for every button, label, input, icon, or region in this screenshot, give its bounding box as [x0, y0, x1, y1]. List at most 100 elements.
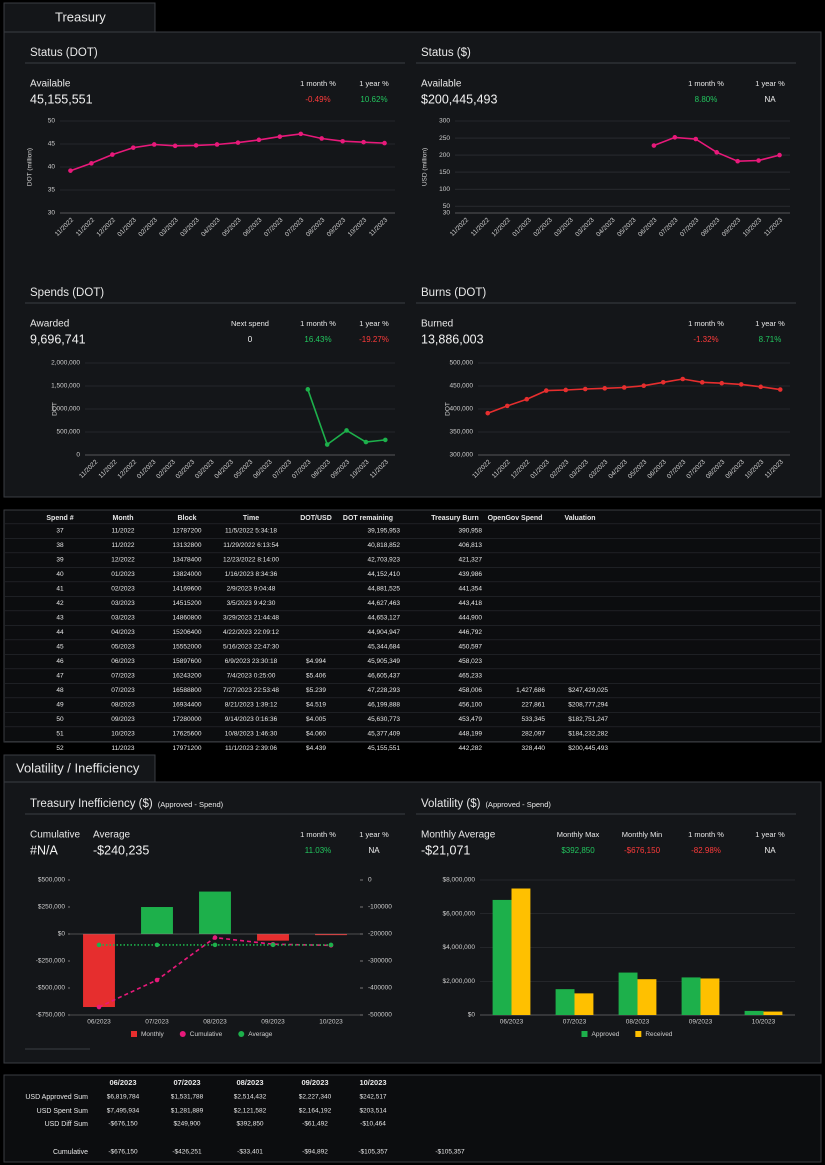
tab-label[interactable]: Volatility / Inefficiency [16, 760, 140, 775]
cell: 12/2022 [111, 557, 135, 564]
y-tick-label: $0 [58, 931, 66, 938]
column-header: 10/2023 [359, 1078, 386, 1087]
cell: -$105,357 [435, 1149, 465, 1156]
point [777, 387, 783, 392]
column-header: Treasury Burn [431, 515, 478, 522]
table-panel [3, 509, 822, 743]
point [660, 380, 666, 385]
cell: 11/2022 [111, 528, 134, 535]
cell: -$105,357 [358, 1149, 388, 1156]
cell: $5.406 [306, 673, 326, 680]
cell: 46,199,888 [367, 702, 400, 709]
y-tick-label: $2,000,000 [442, 978, 475, 985]
x-tick-label: 06/2023 [500, 1019, 524, 1026]
point [68, 168, 73, 173]
cell: 5/16/2023 22:47:30 [223, 644, 279, 651]
cell: 06/2023 [111, 658, 135, 665]
stat-label: Monthly Average [421, 830, 496, 841]
cell: 7/27/2023 22:53:48 [223, 687, 279, 694]
cell: 10/2023 [111, 731, 135, 738]
stat-value: -82.98% [691, 846, 721, 855]
cell: 42 [56, 600, 64, 607]
stat-label: 1 year % [359, 830, 389, 839]
cell: 1/16/2023 8:34:36 [225, 571, 278, 578]
y-tick-label: -$750,000 [36, 1012, 66, 1019]
stat-value: 11.03% [305, 846, 332, 855]
point [256, 137, 262, 143]
column-header: OpenGov Spend [488, 515, 543, 522]
tab-label[interactable]: Treasury [55, 9, 106, 24]
bar [700, 978, 720, 1015]
stat-value: -19.27% [359, 335, 389, 344]
point [96, 1004, 102, 1010]
cell: 49 [56, 702, 64, 709]
point [277, 134, 283, 139]
point [328, 942, 334, 948]
point [485, 410, 491, 416]
row-label: Cumulative [53, 1149, 88, 1156]
cell: 07/2023 [111, 673, 135, 680]
point [324, 442, 330, 447]
cell: $2,164,192 [299, 1108, 332, 1115]
bar [637, 979, 657, 1015]
x-tick-label: 07/2023 [145, 1019, 169, 1026]
cell: 227,861 [522, 702, 546, 709]
cell: 47,228,293 [367, 687, 400, 694]
cell: 44 [56, 629, 64, 636]
point [130, 145, 136, 150]
bar [744, 1010, 764, 1015]
cell: 12787200 [173, 528, 202, 535]
cell: 11/29/2022 6:13:54 [223, 542, 279, 549]
point [172, 143, 178, 149]
cell: $182,751,247 [568, 716, 608, 723]
y-tick-label: $8,000,000 [442, 877, 475, 884]
cell: $2,514,432 [234, 1094, 267, 1101]
stat-value: NA [368, 846, 380, 855]
point [699, 380, 705, 385]
y-tick-label: 300,000 [450, 452, 474, 459]
y-tick-label: 400,000 [450, 406, 474, 413]
point [235, 140, 241, 145]
stat-value: NA [764, 95, 776, 104]
panel [3, 781, 822, 1064]
point [340, 138, 345, 144]
cell: 450,597 [459, 644, 483, 651]
tab[interactable] [3, 2, 156, 34]
cell: 453,479 [459, 716, 483, 723]
cell: 47 [56, 673, 64, 680]
cell: $6,819,784 [107, 1094, 140, 1101]
cell: 51 [56, 731, 64, 738]
cell: 406,813 [459, 542, 483, 549]
bar [199, 891, 231, 934]
cell: $1,531,788 [171, 1094, 204, 1101]
cell: $4.994 [306, 658, 326, 665]
stat-value: -0.49% [305, 95, 330, 104]
cell: -$94,892 [302, 1149, 328, 1156]
y-tick-label: 50 [443, 203, 451, 210]
point [298, 131, 304, 137]
y-axis-label: DOT (million) [27, 148, 34, 186]
panel-title: Status ($) [421, 47, 471, 59]
point [154, 942, 160, 948]
y-tick-label: 150 [439, 169, 450, 176]
stat-value: 45,155,551 [30, 92, 93, 106]
point [110, 152, 115, 157]
point [719, 380, 725, 386]
cell: 44,152,410 [367, 571, 400, 578]
cell: 444,900 [459, 615, 483, 622]
stat-label: 1 month % [300, 830, 336, 839]
cell: -$426,251 [172, 1149, 202, 1156]
y-axis-label: USD (million) [422, 148, 429, 186]
legend-swatch [238, 1031, 245, 1037]
y-tick-label: -$250,000 [36, 958, 66, 965]
y2-tick-label: -100000 [368, 904, 392, 911]
y-tick-label: 45 [48, 141, 56, 148]
point [735, 158, 740, 164]
cell: 6/9/2023 23:30:18 [225, 658, 278, 665]
point [602, 386, 608, 391]
cell: 11/2023 [111, 745, 134, 752]
cell: $4.060 [306, 731, 326, 738]
stat-label: Average [93, 830, 131, 841]
cell: $2,227,340 [299, 1094, 332, 1101]
x-tick-label: 07/2023 [563, 1019, 587, 1026]
